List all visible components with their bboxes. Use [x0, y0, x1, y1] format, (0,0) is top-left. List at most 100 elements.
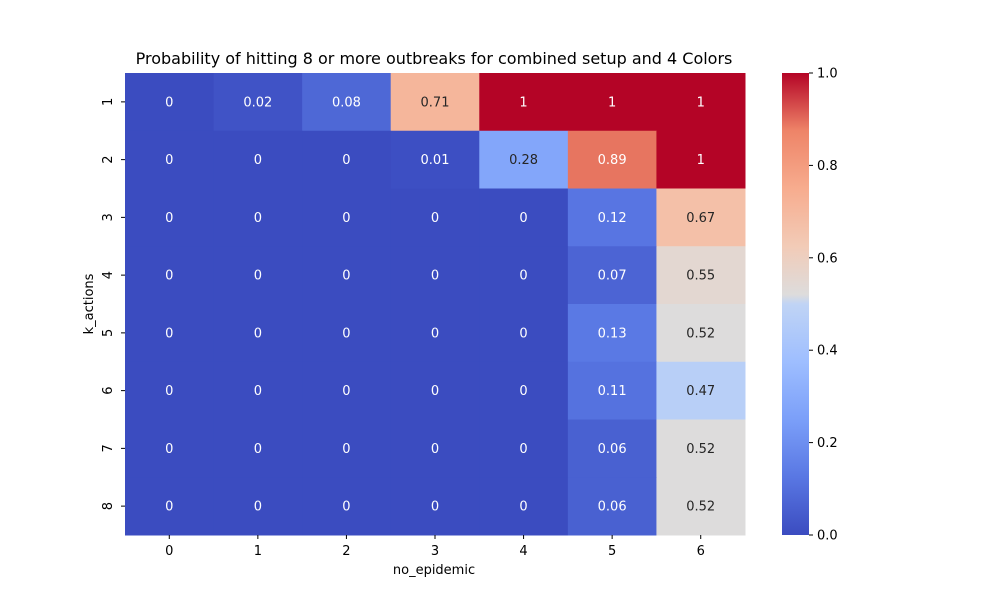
cell-value-label: 1 [608, 95, 616, 110]
heatmap-cell [125, 361, 215, 420]
heatmap-cell [567, 477, 657, 536]
x-axis-ticks: 0 1 2 3 4 5 6 [165, 535, 705, 559]
cell-value-label: 0.89 [598, 153, 627, 168]
heatmap-cell [567, 419, 657, 478]
heatmap-cell [656, 73, 746, 132]
y-tick-label: 6 [101, 386, 116, 394]
heatmap-cell [479, 419, 569, 478]
cell-value-label: 0 [519, 384, 527, 399]
heatmap-cell [656, 304, 746, 363]
x-tick-label: 3 [431, 544, 439, 559]
x-tick-label: 0 [165, 544, 173, 559]
y-axis-ticks: 1 2 3 4 5 6 7 8 [101, 98, 125, 510]
cell-value-label: 0.06 [598, 442, 627, 457]
y-tick-label: 2 [101, 155, 116, 163]
cell-value-label: 0 [519, 211, 527, 226]
cell-value-label: 0.52 [686, 500, 715, 515]
cell-value-label: 0 [254, 153, 262, 168]
cell-value-label: 0 [165, 95, 173, 110]
y-tick-label: 8 [101, 502, 116, 510]
cell-value-label: 0.47 [686, 384, 715, 399]
colorbar-ticks: 0.0 0.2 0.4 0.6 0.8 1.0 [809, 67, 838, 544]
heatmap-cells [125, 73, 746, 536]
heatmap-cell [125, 188, 215, 247]
cell-value-label: 0 [165, 500, 173, 515]
cell-value-label: 0 [519, 500, 527, 515]
cell-value-label: 0 [519, 326, 527, 341]
cell-value-label: 0.01 [421, 153, 450, 168]
heatmap-cell [213, 73, 303, 132]
cell-value-label: 0 [342, 384, 350, 399]
heatmap-cell [213, 304, 303, 363]
cell-value-label: 1 [697, 95, 705, 110]
cell-value-label: 0 [431, 211, 439, 226]
cell-value-label: 0.06 [598, 500, 627, 515]
cell-value-label: 0.02 [243, 95, 272, 110]
heatmap-cell [302, 419, 392, 478]
heatmap-cell [656, 477, 746, 536]
heatmap-cell [390, 477, 480, 536]
heatmap-cell [302, 361, 392, 420]
heatmap-cell [302, 477, 392, 536]
y-tick-label: 7 [101, 444, 116, 452]
heatmap-cell [390, 130, 480, 189]
cell-value-label: 0 [431, 326, 439, 341]
cell-value-label: 0 [431, 500, 439, 515]
colorbar-tick-label: 0.4 [817, 344, 838, 359]
heatmap-cell [656, 246, 746, 305]
cell-value-label: 0 [342, 269, 350, 284]
colorbar [782, 73, 809, 535]
cell-value-label: 0.13 [598, 326, 627, 341]
colorbar-tick-label: 0.6 [817, 251, 838, 266]
cell-value-label: 0 [165, 442, 173, 457]
cell-value-label: 0 [165, 269, 173, 284]
colorbar-tick-label: 0.0 [817, 529, 838, 544]
cell-value-label: 1 [697, 153, 705, 168]
heatmap-cell [390, 419, 480, 478]
cell-value-label: 0 [254, 269, 262, 284]
colorbar-tick-label: 1.0 [817, 67, 838, 82]
heatmap-cell [302, 73, 392, 132]
heatmap-cell [125, 304, 215, 363]
heatmap-cell [479, 73, 569, 132]
colorbar-tick-label: 0.8 [817, 159, 838, 174]
heatmap-cell [213, 419, 303, 478]
heatmap-cell [479, 188, 569, 247]
cell-value-label: 0.52 [686, 326, 715, 341]
cell-value-label: 0 [342, 442, 350, 457]
cell-value-label: 0 [165, 384, 173, 399]
y-tick-label: 4 [101, 271, 116, 279]
x-tick-label: 1 [254, 544, 262, 559]
y-tick-label: 3 [101, 213, 116, 221]
heatmap-cell [213, 130, 303, 189]
heatmap-cell [656, 419, 746, 478]
cell-value-label: 0.71 [421, 95, 450, 110]
x-tick-label: 6 [697, 544, 705, 559]
heatmap-cell-labels: 0 0.02 0.08 0.71 1 1 1 0 0 0 0.01 0.28 0.89 1 0 0 0 0 0 0.1… [165, 95, 715, 514]
cell-value-label: 0 [165, 211, 173, 226]
heatmap-cell [479, 130, 569, 189]
cell-value-label: 0 [254, 500, 262, 515]
heatmap-cell [479, 477, 569, 536]
x-axis-label: no_epidemic [393, 563, 475, 578]
cell-value-label: 0.11 [598, 384, 627, 399]
heatmap-cell [213, 188, 303, 247]
cell-value-label: 0 [165, 153, 173, 168]
cell-value-label: 0.52 [686, 442, 715, 457]
heatmap-cell [567, 73, 657, 132]
heatmap-cell [479, 246, 569, 305]
y-axis-label: k_actions [82, 273, 97, 334]
heatmap-cell [125, 246, 215, 305]
cell-value-label: 1 [519, 95, 527, 110]
heatmap-cell [302, 188, 392, 247]
heatmap-cell [567, 361, 657, 420]
cell-value-label: 0 [431, 442, 439, 457]
heatmap-cell [656, 130, 746, 189]
y-tick-label: 1 [101, 98, 116, 106]
heatmap-cell [390, 304, 480, 363]
cell-value-label: 0.67 [686, 211, 715, 226]
chart-title: Probability of hitting 8 or more outbrea… [136, 49, 733, 68]
cell-value-label: 0 [342, 500, 350, 515]
